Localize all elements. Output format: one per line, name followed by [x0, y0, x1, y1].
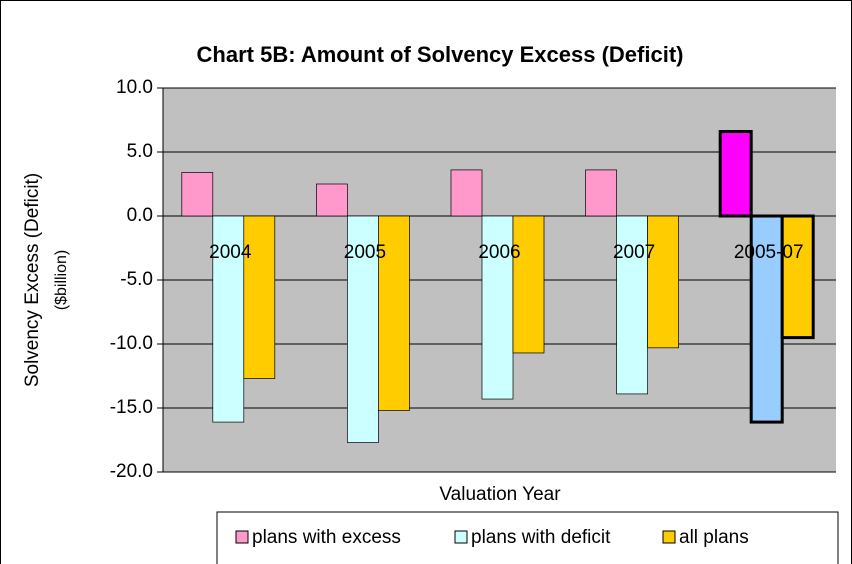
y-axis-title: Solvency Excess (Deficit) [22, 173, 43, 387]
y-tick-label: -5.0 [120, 269, 153, 290]
x-tick-label: 2006 [478, 242, 520, 263]
x-axis-title: Valuation Year [439, 484, 561, 505]
legend-swatch [235, 530, 249, 544]
x-tick-label: 2005-07 [734, 242, 804, 263]
y-tick-label: -20.0 [110, 461, 153, 482]
bar [718, 130, 753, 218]
chart-title: Chart 5B: Amount of Solvency Excess (Def… [197, 42, 684, 67]
y-tick-label: -15.0 [110, 397, 153, 418]
bar [616, 215, 648, 395]
bar [647, 215, 679, 349]
legend-swatch [662, 530, 676, 544]
y-tick-label: 0.0 [127, 205, 153, 226]
legend-box [216, 511, 839, 564]
x-tick-label: 2004 [209, 242, 252, 263]
bar [316, 183, 348, 217]
y-tick-label: 5.0 [127, 141, 153, 162]
bar [378, 215, 410, 411]
bar [181, 172, 214, 217]
bar [512, 215, 545, 354]
y-tick-label: 10.0 [116, 77, 153, 98]
legend-label: all plans [679, 527, 749, 548]
bar [481, 215, 514, 400]
bar [585, 169, 617, 217]
x-tick-label: 2007 [613, 242, 655, 263]
legend-label: plans with deficit [471, 527, 611, 548]
bar [243, 215, 276, 379]
x-tick-label: 2005 [344, 242, 386, 263]
bar [212, 215, 245, 423]
y-axis-unit: ($billion) [53, 250, 70, 310]
legend-label: plans with excess [252, 527, 401, 548]
legend-swatch [454, 530, 468, 544]
bar [347, 215, 379, 443]
bar [780, 214, 815, 340]
bar [450, 169, 483, 217]
y-tick-label: -10.0 [110, 333, 153, 354]
